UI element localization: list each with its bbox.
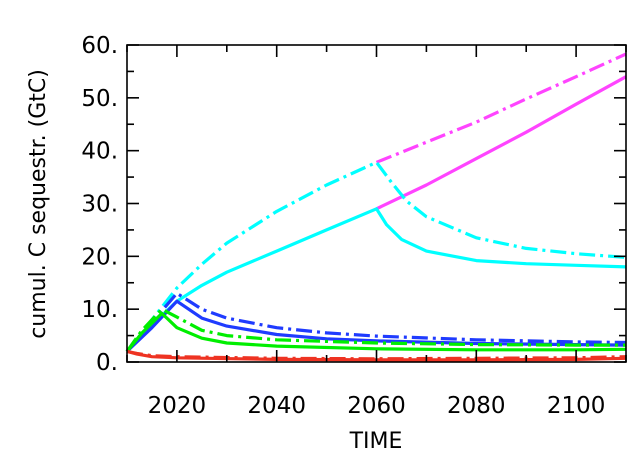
y-axis-title: cumul. C sequestr. (GtC) xyxy=(26,69,51,339)
series-line-3 xyxy=(125,207,627,353)
series-line-4 xyxy=(125,160,627,353)
x-tick-label: 2060 xyxy=(347,393,406,419)
y-tick-label: 30. xyxy=(81,192,118,218)
series-line-7 xyxy=(125,311,627,353)
x-tick-label: 2020 xyxy=(148,393,207,419)
label-layer: 2020 2040 2060 2080 2100 0. 10. 20. 30. 40. 50. 60. xyxy=(81,33,605,419)
y-tick-label: 50. xyxy=(81,86,118,112)
series-layer xyxy=(125,52,627,362)
series-line-2 xyxy=(375,52,627,164)
tick-layer xyxy=(126,44,627,363)
x-tick-label: 2080 xyxy=(447,393,506,419)
y-tick-label: 0. xyxy=(96,350,118,376)
x-axis-title: TIME xyxy=(349,429,403,454)
y-tick-label: 40. xyxy=(81,139,118,165)
plot-frame xyxy=(126,44,627,363)
series-line-1 xyxy=(375,75,627,211)
x-tick-label: 2040 xyxy=(247,393,306,419)
series-line-8 xyxy=(125,307,626,353)
series-line-6 xyxy=(125,291,627,353)
y-tick-label: 10. xyxy=(81,297,118,323)
x-tick-label: 2100 xyxy=(547,393,606,419)
y-tick-label: 20. xyxy=(81,244,118,270)
y-tick-label: 60. xyxy=(81,33,118,59)
